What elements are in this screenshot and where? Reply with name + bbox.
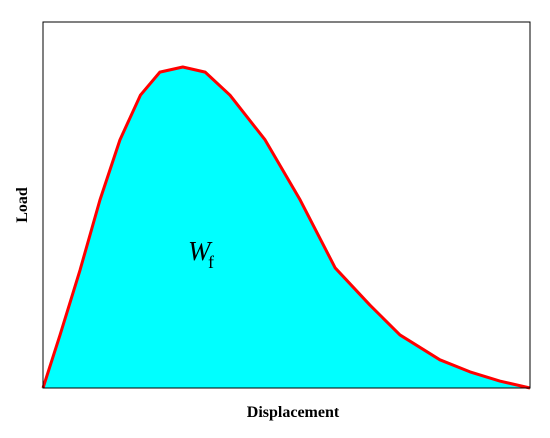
area [43,67,530,388]
line [41,65,531,390]
x-axis-label: Displacement [247,404,340,421]
annotation: W [188,236,213,266]
annotation-subscript: f [208,252,214,272]
y-axis-label: Load [14,187,31,223]
plot-frame [42,21,531,389]
